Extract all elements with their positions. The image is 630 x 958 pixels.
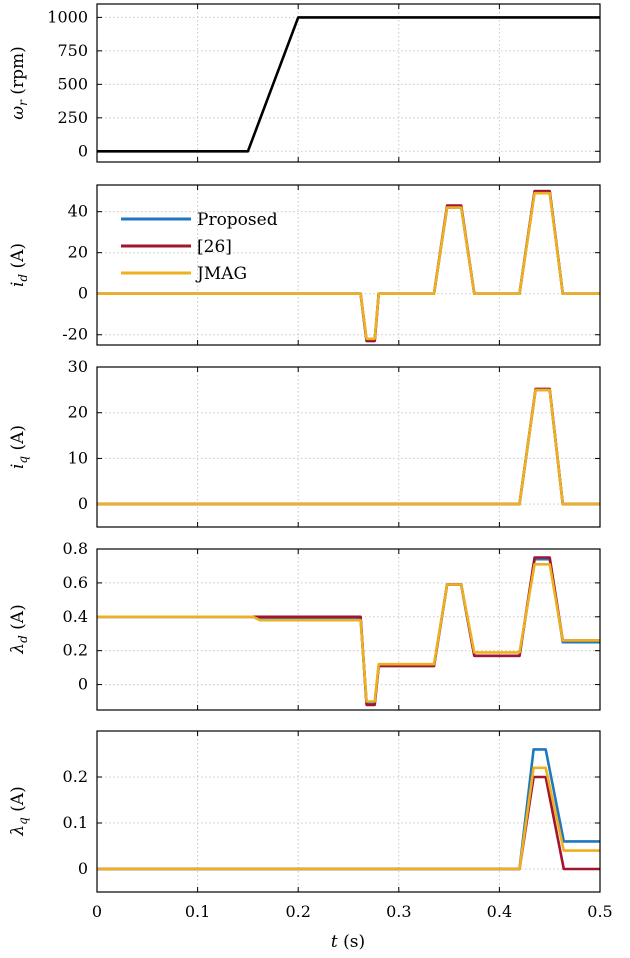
legend-label: Proposed [197, 210, 278, 230]
lambda_q-ytick-label: 0.2 [63, 767, 88, 786]
panel-lambda_q: 0 0.1 0.2 [63, 731, 600, 892]
lambda_q-ylabel: λq (A) [8, 786, 30, 836]
svg-text:iq (A): iq (A) [8, 425, 30, 469]
xtick-label: 0.5 [587, 902, 612, 921]
lambda_q-ytick-label: 0 [78, 859, 88, 878]
panel-id: -20 0 20 40 [62, 185, 600, 345]
id-series-2 [97, 193, 600, 339]
speed-series-0 [97, 17, 600, 151]
id-ytick-label: 20 [68, 243, 88, 262]
speed-ytick-label: 0 [78, 141, 88, 160]
iq-ytick-label: 0 [78, 494, 88, 513]
iq-ylabel: iq (A) [8, 425, 30, 469]
xtick-label: 0.2 [285, 902, 310, 921]
lambda_q-series-0 [97, 749, 600, 869]
lambda_d-ylabel: λd (A) [8, 604, 30, 654]
legend-label: [26] [197, 237, 232, 257]
legend: Proposed [26] JMAG [121, 210, 278, 284]
lambda_d-ytick-label: 0.4 [63, 607, 88, 626]
speed-ytick-label: 250 [57, 108, 88, 127]
id-ytick-label: -20 [62, 325, 88, 344]
lambda_d-series-1 [97, 558, 600, 705]
svg-text:λd (A): λd (A) [8, 604, 30, 654]
svg-text:id (A): id (A) [8, 243, 30, 287]
lambda_d-ytick-label: 0.8 [63, 539, 88, 558]
xaxis-label: t (s) [331, 932, 365, 952]
lambda_d-ytick-label: 0.2 [63, 641, 88, 660]
xtick-label: 0.4 [487, 902, 512, 921]
speed-ytick-label: 750 [57, 41, 88, 60]
xtick-label: 0 [92, 902, 102, 921]
id-ytick-label: 0 [78, 284, 88, 303]
id-ylabel: id (A) [8, 243, 30, 287]
iq-series-0 [97, 390, 600, 504]
iq-ytick-label: 10 [68, 448, 88, 467]
lambda_d-series-2 [97, 564, 600, 701]
lambda_d-ytick-label: 0.6 [63, 573, 88, 592]
lambda_d-ytick-label: 0 [78, 675, 88, 694]
svg-text:λq (A): λq (A) [8, 786, 30, 836]
id-ytick-label: 40 [68, 202, 88, 221]
speed-ytick-label: 500 [57, 74, 88, 93]
iq-series-2 [97, 390, 600, 504]
panel-speed: 0 250 500 750 1000 [47, 4, 600, 162]
legend-label: JMAG [195, 264, 247, 284]
lambda_q-ytick-label: 0.1 [63, 813, 88, 832]
iq-ytick-label: 30 [68, 357, 88, 376]
iq-series-1 [97, 389, 600, 504]
panel-lambda_d: 0 0.2 0.4 0.6 0.8 [63, 539, 600, 710]
iq-ytick-label: 20 [68, 403, 88, 422]
svg-text:ωr (rpm): ωr (rpm) [8, 46, 30, 119]
xtick-label: 0.1 [185, 902, 210, 921]
speed-ylabel: ωr (rpm) [8, 46, 30, 119]
panel-iq: 0 10 20 30 [68, 357, 600, 527]
xtick-label: 0.3 [386, 902, 411, 921]
speed-ytick-label: 1000 [47, 7, 88, 26]
speed-axes-frame [97, 4, 600, 162]
